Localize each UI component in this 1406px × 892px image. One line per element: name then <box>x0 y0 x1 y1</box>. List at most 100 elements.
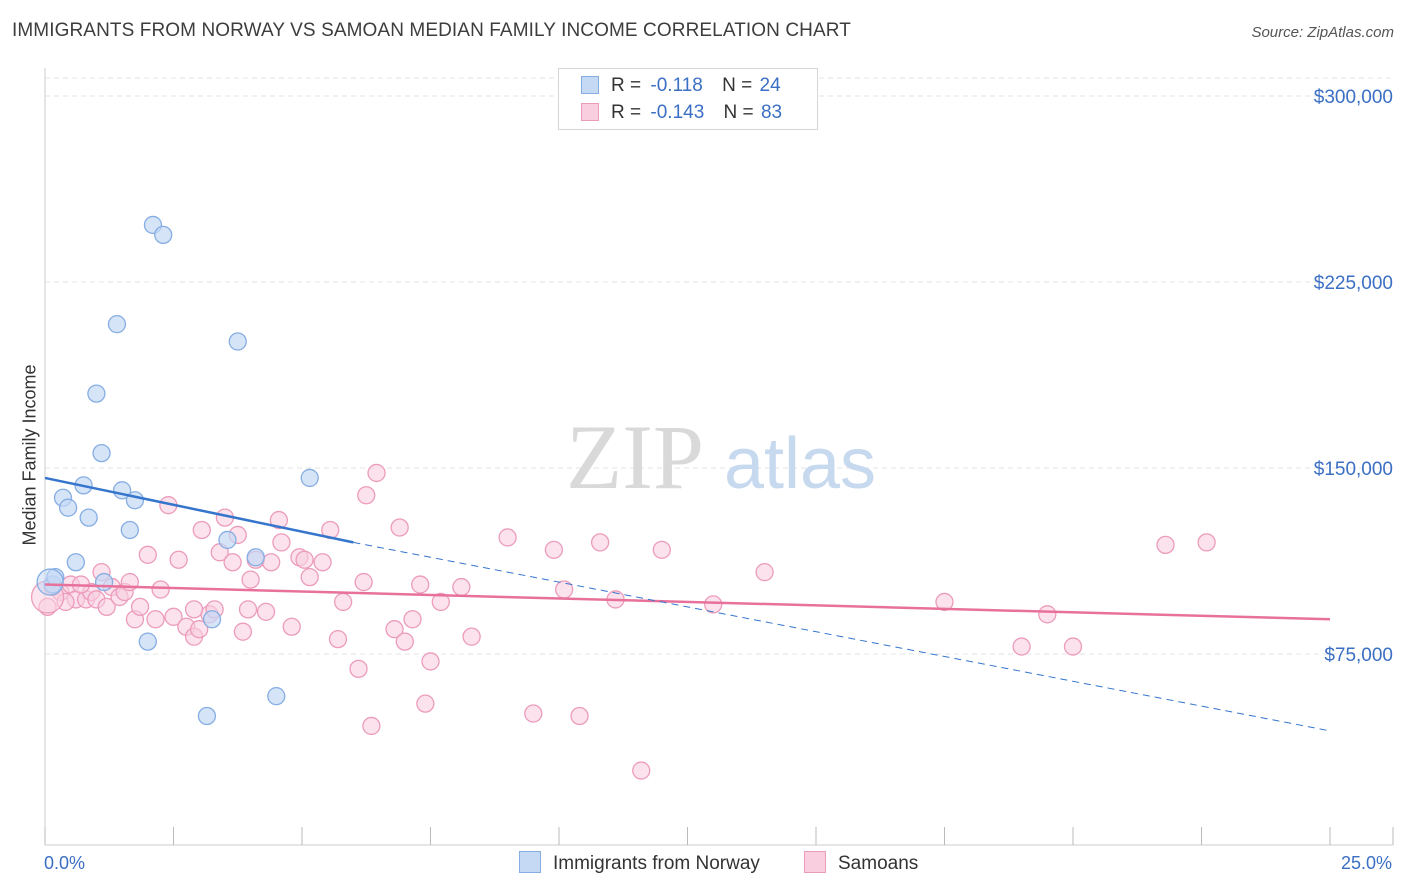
samoans-point <box>590 533 610 552</box>
samoans-point <box>554 580 574 599</box>
norway-point <box>94 572 114 592</box>
norway-point <box>154 225 173 245</box>
legend-r-value: -0.143 <box>650 102 705 123</box>
samoans-point <box>935 592 954 612</box>
watermark-atlas: atlas <box>724 424 876 504</box>
samoans-point <box>498 528 517 547</box>
samoans-point <box>333 592 353 612</box>
series-name-norway: Immigrants from Norway <box>553 853 760 874</box>
samoans-point <box>421 652 440 671</box>
samoans-point <box>349 659 368 679</box>
chart-title: IMMIGRANTS FROM NORWAY VS SAMOAN MEDIAN … <box>12 20 851 41</box>
samoans-point <box>385 620 404 639</box>
samoans-point <box>1063 637 1083 656</box>
samoans-point <box>269 510 289 530</box>
samoans-point <box>570 706 589 726</box>
samoans-point <box>1012 637 1031 656</box>
samoans-point <box>544 540 564 559</box>
series-name-samoans: Samoans <box>838 853 919 874</box>
norway-point <box>79 508 98 527</box>
samoans-point <box>411 575 430 594</box>
samoans-swatch <box>804 851 826 873</box>
legend-n-value: 24 <box>759 75 781 96</box>
norway-swatch <box>519 851 541 873</box>
samoans-point <box>357 486 376 505</box>
samoans-point <box>282 617 301 636</box>
samoans-point <box>354 572 373 592</box>
source-label: Source: ZipAtlas.com <box>1251 24 1394 41</box>
legend-n-label: N = <box>722 75 753 96</box>
samoans-point <box>1156 535 1175 555</box>
y-tick-label: $75,000 <box>1324 645 1393 666</box>
norway-point <box>87 384 106 403</box>
y-tick-label: $225,000 <box>1314 273 1393 294</box>
norway-point <box>197 706 217 726</box>
samoans-point <box>241 570 260 589</box>
samoans-point <box>184 600 204 619</box>
y-tick-labels: $75,000 $150,000 $225,000 $300,000 <box>1314 87 1393 666</box>
samoans-point <box>313 553 332 572</box>
samoans-point <box>192 520 211 540</box>
gridlines <box>45 77 1393 655</box>
samoans-point <box>233 622 253 641</box>
norway-swatch <box>581 76 599 94</box>
samoans-point <box>704 595 723 614</box>
samoans-point <box>300 567 319 587</box>
samoans-point <box>367 463 386 483</box>
samoans-point <box>190 620 209 639</box>
samoans-point <box>262 553 281 572</box>
samoans-point <box>390 518 409 537</box>
legend-n-value: 83 <box>760 102 783 123</box>
samoans-point <box>328 629 348 649</box>
norway-point <box>228 332 247 351</box>
samoans-point <box>238 600 258 619</box>
samoans-point <box>138 545 157 564</box>
legend-r-label: R = <box>611 102 642 123</box>
legend-n-label: N = <box>723 102 754 123</box>
norway-point <box>66 553 85 572</box>
samoans-point <box>97 597 116 617</box>
samoans-trendline <box>44 583 1331 621</box>
samoans-point <box>362 716 381 736</box>
samoans-point <box>1038 605 1057 624</box>
legend-r-label: R = <box>611 75 642 96</box>
norway-point <box>246 548 265 567</box>
samoans-point <box>256 602 276 621</box>
correlation-legend: R = -0.118 N = 24 R = -0.143 N = 83 <box>558 68 818 130</box>
norway-point <box>107 315 127 334</box>
samoans-point <box>395 632 414 651</box>
norway-point <box>138 632 157 651</box>
norway-point <box>120 520 139 540</box>
bottom-legend-norway: Immigrants from Norway <box>519 851 760 875</box>
bottom-legend-samoans: Samoans <box>804 851 918 875</box>
samoans-point <box>652 540 671 559</box>
y-tick-label: $150,000 <box>1314 459 1393 480</box>
samoans-point <box>223 553 242 572</box>
trendlines <box>44 476 1331 732</box>
norway-point <box>267 687 286 706</box>
norway-points <box>36 215 319 726</box>
y-tick-label: $300,000 <box>1314 87 1393 108</box>
samoans-point <box>272 533 291 552</box>
watermark-zip: ZIP <box>566 406 704 508</box>
norway-point <box>202 610 222 629</box>
samoans-point <box>632 761 651 780</box>
legend-row-norway: R = -0.118 N = 24 <box>581 75 781 99</box>
samoans-point <box>524 704 543 723</box>
norway-point <box>92 443 111 463</box>
x-tick-min: 0.0% <box>44 853 86 873</box>
norway-point <box>58 498 78 517</box>
legend-row-samoans: R = -0.143 N = 83 <box>581 102 782 126</box>
samoans-point <box>431 592 450 612</box>
norway-point <box>218 530 237 550</box>
axes <box>44 68 1394 846</box>
samoans-point <box>1197 533 1216 552</box>
norway-point-cluster <box>36 568 64 596</box>
samoans-swatch <box>581 103 599 121</box>
norway-trendline <box>44 476 354 544</box>
norway-trendline-extrapolated <box>353 541 1331 732</box>
samoans-point <box>164 607 183 626</box>
samoans-point <box>146 610 165 629</box>
samoans-point <box>295 550 314 569</box>
